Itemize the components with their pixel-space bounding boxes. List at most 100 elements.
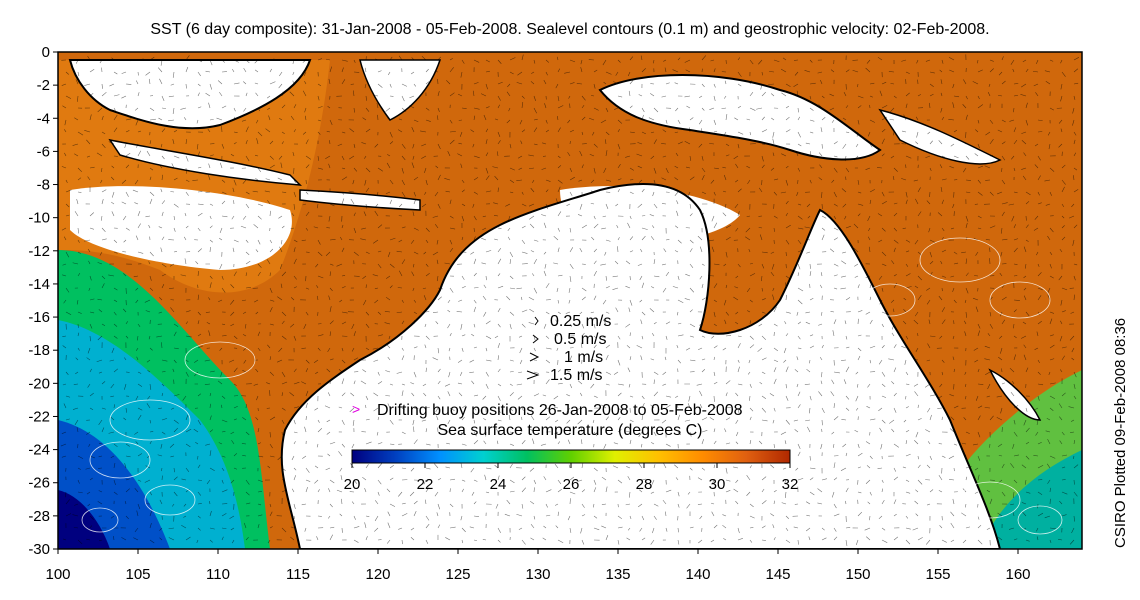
velocity-arrow xyxy=(965,466,972,469)
velocity-arrow xyxy=(173,359,177,364)
velocity-arrow xyxy=(768,83,775,85)
velocity-arrow xyxy=(653,167,657,174)
velocity-arrow xyxy=(170,83,175,86)
velocity-arrow xyxy=(87,176,91,181)
velocity-arrow xyxy=(805,527,811,532)
velocity-arrow xyxy=(374,527,379,532)
velocity-arrow xyxy=(865,311,871,315)
velocity-arrow xyxy=(149,140,152,145)
velocity-arrow xyxy=(473,394,479,397)
velocity-arrow xyxy=(866,59,871,64)
velocity-arrow xyxy=(389,443,395,445)
velocity-arrow xyxy=(785,116,790,121)
velocity-arrow xyxy=(761,298,766,301)
velocity-arrow xyxy=(509,407,513,412)
velocity-arrow xyxy=(735,275,739,279)
velocity-arrow xyxy=(593,248,598,253)
velocity-arrow xyxy=(867,383,871,388)
velocity-arrow xyxy=(545,59,550,63)
velocity-arrow xyxy=(701,283,704,289)
colorbar: Sea surface temperature (degrees C) 20 22… xyxy=(344,422,799,493)
velocity-arrow xyxy=(797,391,801,397)
velocity-arrow xyxy=(557,68,561,73)
velocity-arrow xyxy=(650,286,655,289)
velocity-arrow xyxy=(893,392,897,397)
velocity-arrow xyxy=(509,311,515,316)
velocity-arrow xyxy=(533,118,538,121)
velocity-arrow xyxy=(820,272,823,277)
velocity-arrow xyxy=(161,128,166,133)
velocity-arrow xyxy=(87,503,91,507)
velocity-arrow xyxy=(926,503,931,506)
velocity-arrow xyxy=(413,511,417,517)
velocity-arrow xyxy=(1001,119,1006,123)
velocity-arrow xyxy=(689,127,691,133)
velocity-arrow xyxy=(421,203,427,208)
velocity-arrow xyxy=(341,311,348,314)
velocity-arrow xyxy=(965,155,970,160)
velocity-arrow xyxy=(269,443,273,449)
velocity-arrow xyxy=(495,428,499,433)
velocity-arrow xyxy=(317,239,321,245)
velocity-arrow xyxy=(483,440,487,445)
velocity-arrow xyxy=(676,210,679,217)
velocity-arrow xyxy=(351,323,355,329)
velocity-arrow xyxy=(797,451,801,457)
velocity-arrow xyxy=(650,236,655,241)
velocity-arrow xyxy=(197,92,200,97)
y-tick-label: -2 xyxy=(37,77,50,94)
velocity-arrow xyxy=(761,287,763,292)
velocity-arrow xyxy=(281,239,283,245)
velocity-arrow xyxy=(1034,407,1039,411)
velocity-arrow xyxy=(353,167,358,172)
velocity-arrow xyxy=(89,392,94,397)
velocity-arrow xyxy=(437,56,441,61)
velocity-arrow xyxy=(1061,479,1066,481)
velocity-arrow xyxy=(699,275,703,280)
velocity-arrow xyxy=(833,527,837,532)
velocity-arrow xyxy=(87,383,91,388)
velocity-arrow xyxy=(86,357,91,361)
velocity-arrow xyxy=(581,489,586,493)
velocity-arrow xyxy=(761,263,765,269)
velocity-arrow xyxy=(73,526,79,529)
velocity-arrow xyxy=(317,419,320,423)
velocity-arrow xyxy=(351,501,355,505)
velocity-arrow xyxy=(483,418,487,421)
velocity-arrow xyxy=(351,443,355,449)
velocity-arrow xyxy=(108,274,115,277)
velocity-arrow xyxy=(977,227,982,230)
velocity-arrow xyxy=(845,225,851,229)
velocity-arrow xyxy=(1023,152,1027,157)
velocity-arrow xyxy=(413,176,419,181)
velocity-arrow xyxy=(881,395,887,398)
velocity-arrow xyxy=(257,427,260,433)
velocity-arrow xyxy=(123,417,127,421)
velocity-arrow xyxy=(375,58,379,61)
velocity-arrow xyxy=(506,119,511,124)
velocity-arrow xyxy=(516,179,523,181)
velocity-arrow xyxy=(461,527,466,533)
velocity-arrow xyxy=(541,167,547,170)
velocity-arrow xyxy=(197,151,200,157)
velocity-arrow xyxy=(316,536,319,541)
velocity-arrow xyxy=(377,416,380,421)
velocity-arrow xyxy=(482,295,487,301)
velocity-arrow xyxy=(893,239,899,244)
velocity-arrow xyxy=(1073,224,1078,229)
velocity-arrow xyxy=(135,347,139,351)
velocity-arrow xyxy=(997,129,1003,133)
velocity-arrow xyxy=(940,92,943,97)
velocity-arrow xyxy=(977,405,983,409)
velocity-arrow xyxy=(444,383,451,387)
velocity-arrow xyxy=(149,251,154,257)
velocity-arrow xyxy=(497,273,501,277)
velocity-arrow xyxy=(581,296,586,301)
velocity-arrow xyxy=(445,190,451,193)
velocity-arrow xyxy=(986,395,991,398)
velocity-arrow xyxy=(785,83,791,87)
velocity-arrow xyxy=(363,211,367,217)
velocity-arrow xyxy=(437,524,441,529)
velocity-arrow xyxy=(881,263,887,266)
velocity-arrow xyxy=(269,68,272,73)
